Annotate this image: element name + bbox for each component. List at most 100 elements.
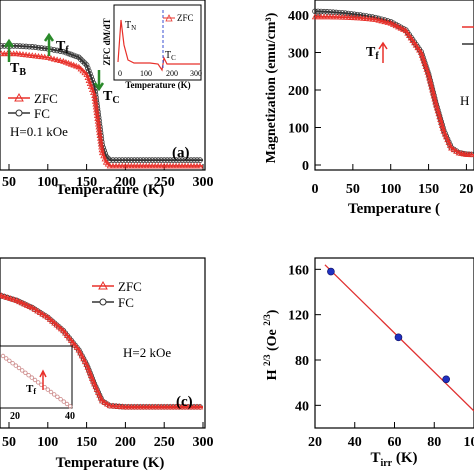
panel-d-xlabel: Tirr (K) (370, 450, 417, 469)
panel-a-series-zfc-marker (70, 61, 77, 68)
panel-a-series-fc-marker (122, 157, 129, 163)
panel-a-series-zfc-marker (95, 123, 102, 130)
panel-a-series-fc-marker (137, 157, 144, 163)
panel-c-series-zfc-marker (187, 403, 195, 410)
panel-b-series-zfc-marker (409, 37, 416, 43)
panel-a-series-zfc-marker (94, 115, 101, 121)
panel-a-series-zfc-marker (93, 109, 100, 116)
panel-c-xtick-label: 200 (115, 435, 136, 450)
panel-c-inset-point (52, 392, 57, 397)
panel-c-inset-frame (0, 345, 73, 409)
panel-a-series-zfc-marker (112, 162, 120, 169)
panel-a-series-fc-marker (51, 47, 57, 53)
panel-b-field: H (460, 93, 469, 108)
panel-a-inset-ylabel: ZFC dM/dT (102, 18, 112, 65)
panel-b-series-fc-marker (348, 11, 355, 17)
panel-a-series-fc-marker (164, 157, 170, 163)
panel-a-series-zfc-marker (57, 57, 64, 63)
panel-a-xlabel: Temperature (K) (56, 182, 165, 198)
panel-b-series-zfc-marker (345, 14, 352, 20)
panel-a-inset: ZFC dM/dT TN TC ZFC 0 100 200 300 Temper… (102, 4, 202, 90)
panel-c-inset-point (0, 353, 6, 359)
panel-a-series-fc-marker (176, 157, 182, 163)
panel-a-series-zfc-marker (13, 50, 20, 57)
panel-b-series-zfc-marker (326, 13, 334, 20)
panel-a-series-zfc-marker (184, 162, 192, 169)
panel-b-series-zfc-marker (354, 14, 361, 21)
panel-c-inset-point (64, 401, 70, 407)
panel-c-series-zfc-marker (98, 397, 106, 404)
panel-a-marker-tf: Tf (56, 39, 69, 56)
panel-a-series-zfc-marker (91, 97, 99, 104)
panel-c-series-zfc-marker (175, 403, 183, 410)
panel-c-series-zfc-marker (46, 315, 54, 322)
panel-b-series-zfc-marker (468, 151, 474, 158)
panel-c-series-zfc-marker (137, 403, 144, 410)
panel-a-series-fc-marker (35, 44, 42, 51)
panel-c-series-zfc-marker (49, 317, 56, 324)
panel-a-series-zfc-marker (32, 52, 39, 59)
panel-c-inset-tf-arrow-icon (39, 369, 47, 390)
panel-c-series-zfc-marker (39, 310, 46, 317)
panel-a-series-zfc-marker (44, 54, 51, 60)
panel-a-series-zfc-marker (94, 117, 102, 124)
panel-c-inset-point (7, 358, 12, 363)
panel-c-inset-point (26, 373, 31, 378)
panel-a-series-zfc-marker (161, 162, 168, 169)
panel-a-inset-tc: TC (165, 50, 176, 62)
panel-a-legend-fc: FC (34, 106, 50, 121)
panel-a-series-fc-marker (134, 157, 141, 163)
panel-c-series-zfc-marker (181, 403, 189, 410)
panel-b-frame (314, 0, 474, 171)
panel-a-inset-legend: ZFC (177, 13, 194, 23)
panel-b-series-zfc-marker (412, 41, 420, 48)
panel-a-xtick-label: 300 (193, 175, 214, 190)
panel-d-ytick-label: 40 (295, 399, 309, 414)
panel-a-marker-tc: TC (103, 89, 120, 106)
panel-c-series-zfc-marker (134, 403, 141, 410)
panel-c-inset-xtick-40: 40 (65, 411, 75, 422)
panel-c-inset-point (55, 394, 60, 399)
panel-c-inset-point (29, 375, 34, 380)
panel-c-series-zfc-marker (13, 297, 20, 303)
panel-a-xticks (8, 164, 204, 170)
panel-c-inset-xtick-20: 20 (10, 411, 20, 422)
panel-a-series-zfc-marker (19, 51, 27, 57)
panel-a-series-fc-marker (70, 52, 77, 59)
panel-d-ylabel: H 2/3 (Oe 2/3) (262, 309, 280, 380)
panel-a-series-fc-marker (191, 157, 197, 163)
panel-a-series-fc-marker (173, 157, 179, 163)
panel-c-xlabel: Temperature (K) (56, 455, 165, 471)
panel-d-xtick-label: 80 (427, 435, 441, 450)
panel-b-series-zfc-marker (400, 26, 407, 32)
panel-a-series-fc-marker (149, 157, 156, 163)
panel-c-series-zfc-marker (143, 403, 150, 410)
panel-b-series-zfc-marker (363, 15, 370, 21)
panel-a-series-fc-marker (194, 157, 200, 163)
panel-a-xtick-label: 100 (37, 175, 58, 190)
panel-b-series-zfc-marker (311, 13, 319, 20)
panel-c-series-zfc-marker (34, 307, 41, 314)
panel-c-series-zfc-marker (60, 327, 67, 334)
panel-a-series-zfc-marker (155, 162, 162, 169)
panel-b-ytick-label: 300 (288, 47, 309, 62)
panel-a-series-zfc-marker (178, 162, 186, 169)
panel-a-series-fc-marker (179, 157, 185, 163)
panel-b-ytick-label: 100 (288, 122, 309, 137)
panel-a-series-fc-marker (107, 157, 113, 163)
panel-c-series-zfc-marker (178, 403, 186, 410)
panel-a-series-zfc-marker (22, 51, 30, 58)
panel-a-series-fc-marker (57, 48, 64, 54)
panel-c-inset-point (45, 387, 50, 392)
panel-c-series-zfc-marker (140, 403, 147, 410)
panel-c-inset-point (10, 361, 15, 366)
panel-a-inset-xticks: 0 100 200 300 (118, 69, 202, 78)
panel-a-series-fc-marker (140, 157, 147, 163)
panel-b-series-zfc-marker (357, 14, 364, 21)
panel-d-data (324, 264, 474, 412)
panel-a-series-zfc-marker (35, 53, 42, 59)
panel-a-inset-curve (117, 19, 200, 72)
panel-a-series-zfc-marker (29, 52, 36, 59)
panel-a-series-fc-marker (38, 45, 45, 51)
